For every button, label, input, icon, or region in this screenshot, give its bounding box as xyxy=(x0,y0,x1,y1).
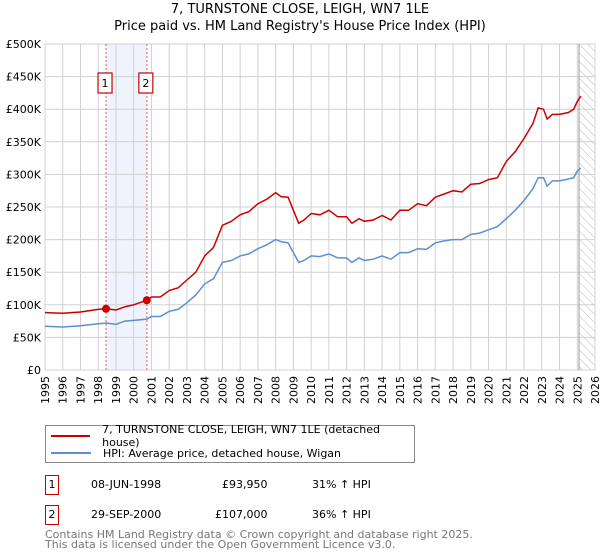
legend-label: 7, TURNSTONE CLOSE, LEIGH, WN7 1LE (deta… xyxy=(102,423,380,449)
x-tick-label: 2014 xyxy=(376,376,389,404)
sale-date: 29-SEP-2000 xyxy=(91,508,162,521)
chart-title: 7, TURNSTONE CLOSE, LEIGH, WN7 1LE xyxy=(170,2,430,17)
x-tick-label: 2018 xyxy=(447,376,460,404)
y-tick-label: £200K xyxy=(6,234,42,247)
sale-hpi-diff: 31% ↑ HPI xyxy=(312,478,371,491)
sale-marker-badge: 1 xyxy=(45,475,59,495)
sale-row-2: 2 29-SEP-2000 £107,000 36% ↑ HPI xyxy=(45,505,445,525)
y-tick-label: £250K xyxy=(6,201,42,214)
x-tick-label: 2022 xyxy=(518,376,531,404)
legend-swatch-red xyxy=(51,435,91,437)
chart-subtitle: Price paid vs. HM Land Registry's House … xyxy=(114,19,486,34)
property-series-line xyxy=(44,95,582,315)
legend-item-hpi: HPI: Average price, detached house, Wiga… xyxy=(46,445,341,461)
x-tick-label: 2012 xyxy=(341,376,354,404)
sale-point-marker xyxy=(142,296,151,305)
x-tick-label: 2011 xyxy=(323,376,336,404)
sale-label-box xyxy=(97,72,113,94)
x-tick-label: 2016 xyxy=(412,376,425,404)
x-tick-label: 1997 xyxy=(74,376,87,404)
x-tick-label: 2023 xyxy=(536,376,549,404)
x-tick-label: 2024 xyxy=(554,376,567,404)
sale-row-1: 1 08-JUN-1998 £93,950 31% ↑ HPI xyxy=(45,475,445,495)
footer: Contains HM Land Registry data © Crown c… xyxy=(45,528,473,551)
sale-date: 08-JUN-1998 xyxy=(91,478,162,491)
x-tick-label: 2013 xyxy=(358,376,371,404)
x-tick-label: 2008 xyxy=(270,376,283,404)
x-tick-label: 2009 xyxy=(287,376,300,404)
footer-licence: This data is licensed under the Open Gov… xyxy=(45,538,396,551)
x-tick-label: 2003 xyxy=(181,376,194,404)
y-tick-label: £350K xyxy=(6,136,42,149)
legend-item-property: 7, TURNSTONE CLOSE, LEIGH, WN7 1LE (deta… xyxy=(46,423,414,449)
y-tick-label: £150K xyxy=(6,266,42,279)
y-tick-label: £450K xyxy=(6,71,42,84)
footer-copyright: Contains HM Land Registry data © Crown c… xyxy=(45,528,473,541)
sale-marker-badge: 2 xyxy=(45,505,59,525)
x-tick-label: 2010 xyxy=(305,376,318,404)
legend-label: HPI: Average price, detached house, Wiga… xyxy=(103,446,342,460)
x-tick-label: 2007 xyxy=(252,376,265,404)
x-tick-label: 1998 xyxy=(92,376,105,404)
y-tick-label: £300K xyxy=(6,168,42,181)
price-chart: 1 2 1995 1996 1997 1998 1999 2000 2001 2002 2003 2… xyxy=(6,38,600,404)
x-tick-label: 1999 xyxy=(110,376,123,404)
sale-label: 2 xyxy=(142,77,149,90)
sale-label-box xyxy=(138,72,154,94)
x-tick-label: 2019 xyxy=(465,376,478,404)
y-tick-label: £500K xyxy=(6,38,42,51)
x-tick-label: 2001 xyxy=(145,376,158,404)
sale-price: £107,000 xyxy=(215,508,268,521)
legend-swatch-blue xyxy=(51,452,91,454)
x-tick-label: 1996 xyxy=(57,376,70,404)
x-tick-label: 2025 xyxy=(571,376,584,404)
x-tick-label: 2000 xyxy=(128,376,141,404)
sale-point-marker xyxy=(102,304,111,313)
legend: 7, TURNSTONE CLOSE, LEIGH, WN7 1LE (deta… xyxy=(45,423,415,463)
x-tick-label: 2005 xyxy=(216,376,229,404)
y-tick-label: £400K xyxy=(6,103,42,116)
x-tick-label: 2017 xyxy=(429,376,442,404)
sale-hpi-diff: 36% ↑ HPI xyxy=(312,508,371,521)
x-tick-label: 2026 xyxy=(589,376,600,404)
hpi-series-line xyxy=(44,167,582,328)
sale-price: £93,950 xyxy=(222,478,268,491)
sale-label: 1 xyxy=(102,77,109,90)
y-tick-label: £0 xyxy=(27,364,41,377)
y-tick-label: £50K xyxy=(13,331,42,344)
x-tick-label: 2002 xyxy=(163,376,176,404)
x-tick-label: 2020 xyxy=(483,376,496,404)
x-tick-label: 2006 xyxy=(234,376,247,404)
x-tick-label: 2015 xyxy=(394,376,407,404)
x-tick-label: 2004 xyxy=(199,376,212,404)
x-tick-label: 1995 xyxy=(39,376,52,404)
y-tick-label: £100K xyxy=(6,299,42,312)
x-tick-label: 2021 xyxy=(500,376,513,404)
